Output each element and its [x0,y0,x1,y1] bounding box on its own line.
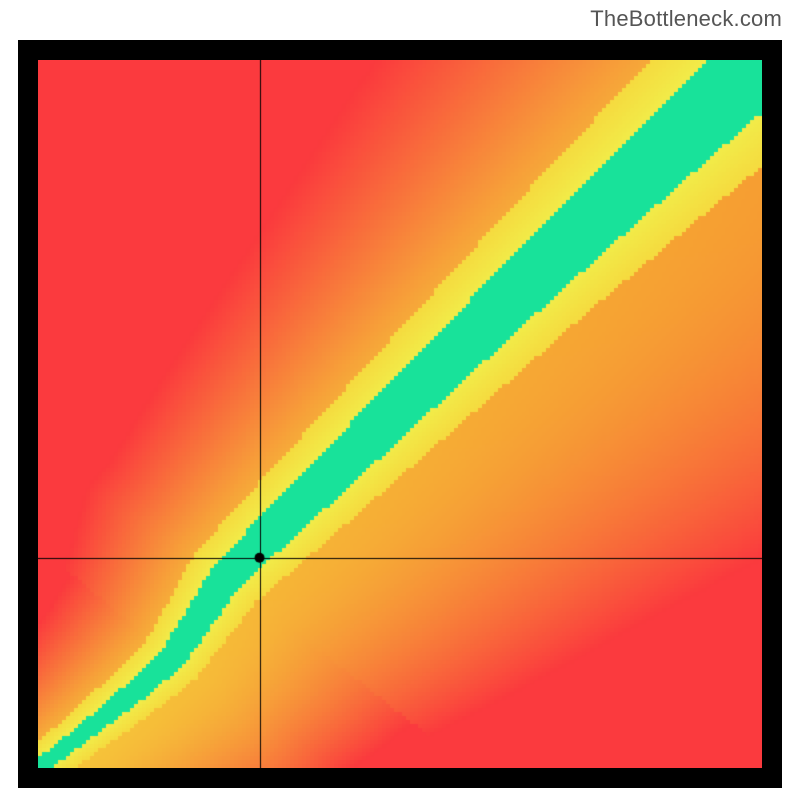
chart-container: TheBottleneck.com [0,0,800,800]
crosshair-overlay [38,60,762,768]
chart-outer-frame [18,40,782,788]
watermark-text: TheBottleneck.com [590,6,782,32]
